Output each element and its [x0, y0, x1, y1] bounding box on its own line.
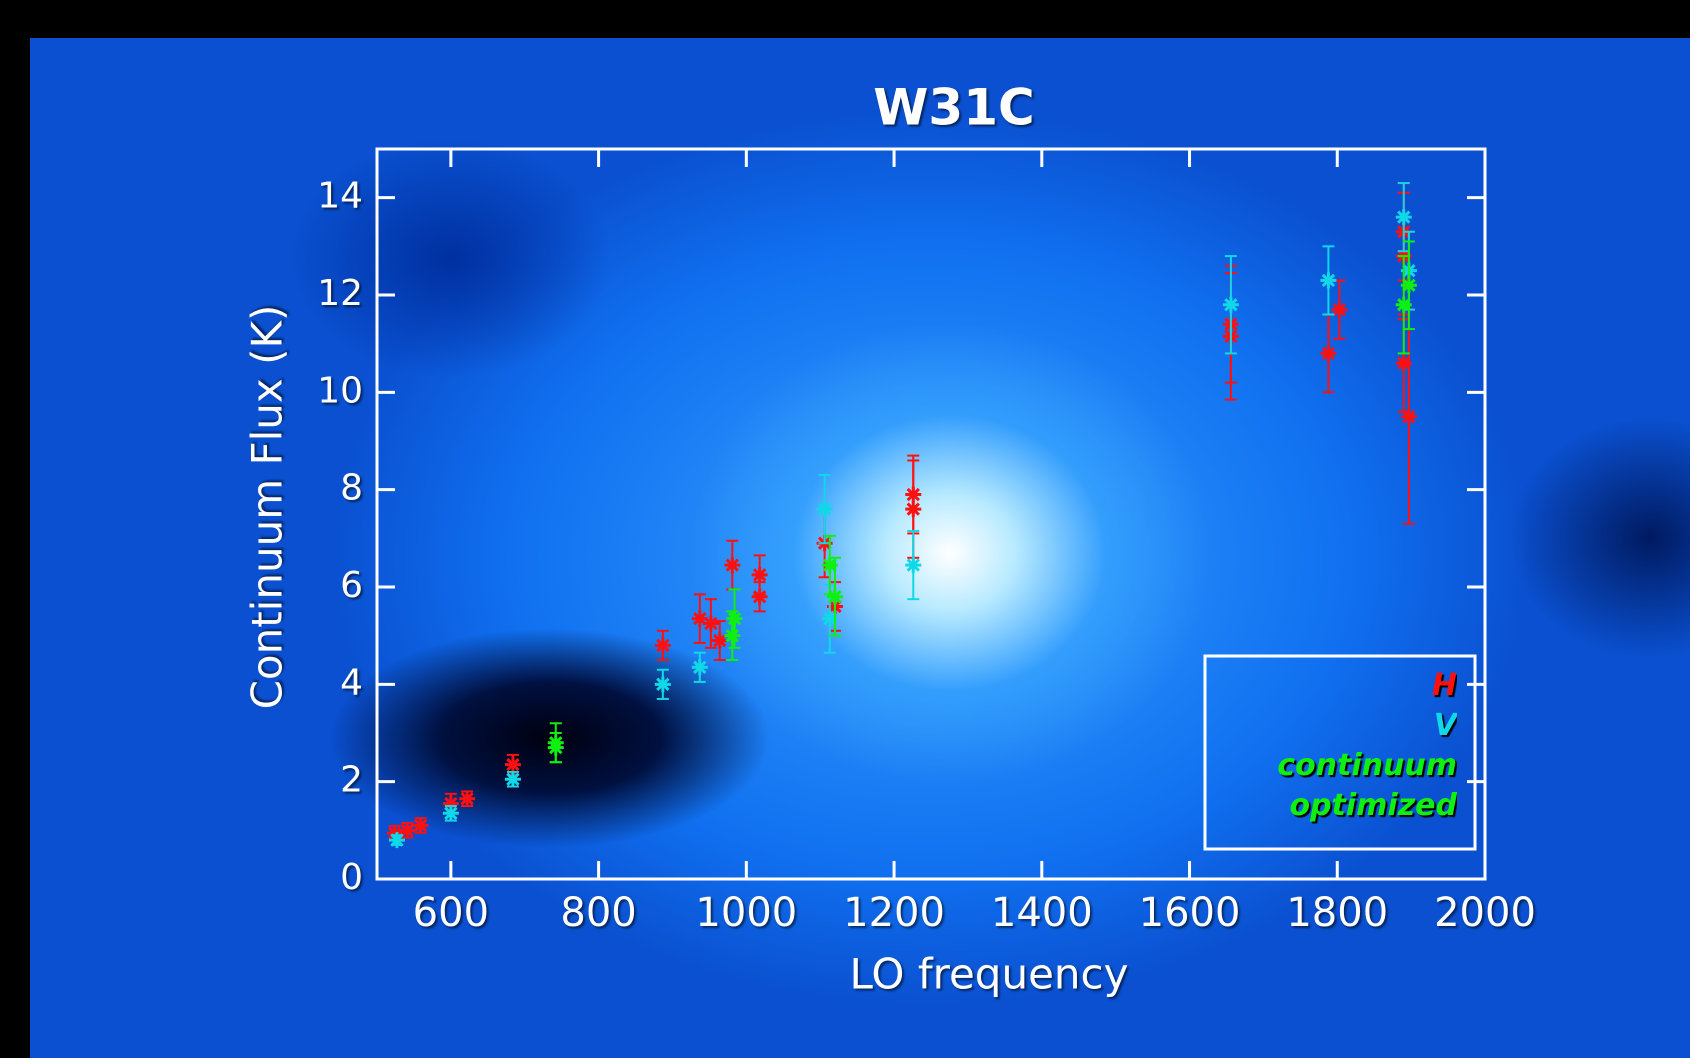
x-tick-label: 2000	[1434, 890, 1536, 936]
chart: W31C LO frequency Continuum Flux (K) 600…	[0, 0, 1690, 1058]
y-axis-label: Continuum Flux (K)	[243, 305, 292, 710]
point	[655, 676, 671, 692]
chart-title: W31C	[873, 79, 1034, 137]
point	[752, 589, 768, 605]
point	[1223, 297, 1239, 313]
point	[1396, 209, 1412, 225]
point	[724, 557, 740, 573]
x-axis-label: LO frequency	[850, 950, 1129, 999]
point	[1320, 345, 1336, 361]
y-tick-label: 12	[317, 273, 363, 314]
point	[752, 567, 768, 583]
point	[703, 616, 719, 632]
point	[548, 740, 564, 756]
x-tick-label: 1200	[843, 890, 945, 936]
point	[505, 757, 521, 773]
y-tick-label: 2	[340, 760, 363, 801]
legend-label: continuum optimized	[1205, 746, 1457, 826]
x-tick-label: 600	[413, 890, 489, 936]
page: W31C LO frequency Continuum Flux (K) 600…	[0, 0, 1690, 1058]
legend-label: H	[1205, 666, 1457, 706]
x-tick-label: 1000	[695, 890, 797, 936]
x-tick-label: 800	[560, 890, 636, 936]
x-tick-label: 1800	[1286, 890, 1388, 936]
y-tick-label: 0	[340, 857, 363, 898]
point	[389, 832, 405, 848]
point	[413, 817, 429, 833]
y-tick-label: 14	[317, 176, 363, 217]
point	[905, 487, 921, 503]
point	[655, 637, 671, 653]
point	[459, 791, 475, 807]
y-tick-label: 8	[340, 468, 363, 509]
legend-label: V	[1205, 706, 1457, 746]
point	[443, 805, 459, 821]
y-tick-label: 4	[340, 662, 363, 703]
point	[692, 659, 708, 675]
point	[822, 557, 838, 573]
x-tick-label: 1600	[1139, 890, 1241, 936]
point	[1401, 277, 1417, 293]
point	[817, 501, 833, 517]
point	[724, 628, 740, 644]
y-tick-label: 6	[340, 565, 363, 606]
point	[727, 611, 743, 627]
point	[1320, 272, 1336, 288]
point	[505, 771, 521, 787]
x-tick-label: 1400	[991, 890, 1093, 936]
point	[905, 557, 921, 573]
y-tick-label: 10	[317, 370, 363, 411]
